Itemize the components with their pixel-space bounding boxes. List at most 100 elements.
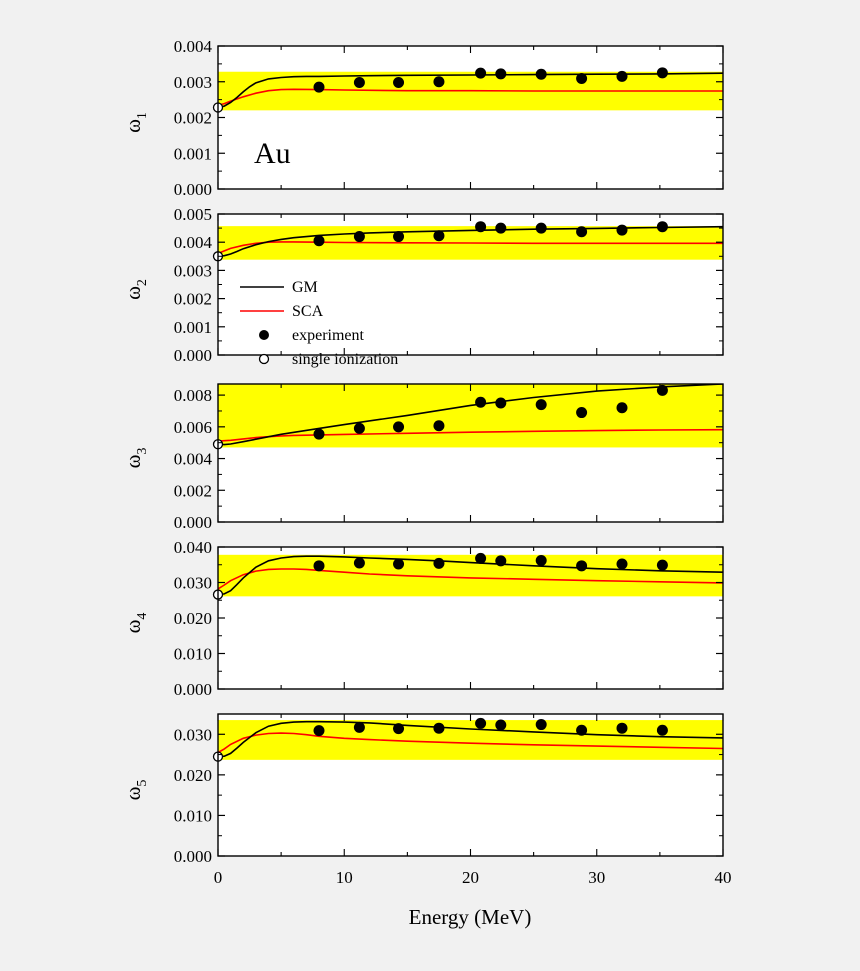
y-tick-label: 0.010	[174, 806, 212, 825]
experiment-point	[616, 402, 628, 414]
y-tick-label: 0.020	[174, 766, 212, 785]
experiment-point	[393, 231, 405, 243]
x-tick-label: 40	[715, 868, 732, 887]
y-tick-label: 0.000	[174, 180, 212, 199]
experiment-point	[495, 719, 507, 731]
experiment-point	[393, 421, 405, 433]
experiment-point	[616, 70, 628, 82]
experiment-point	[433, 722, 445, 734]
y-axis-label-omega: ω	[121, 286, 145, 300]
y-tick-label: 0.003	[174, 261, 212, 280]
y-tick-label: 0.000	[174, 513, 212, 532]
experiment-point	[616, 558, 628, 570]
y-tick-label: 0.003	[174, 73, 212, 92]
experiment-point	[433, 420, 445, 432]
experiment-point	[353, 422, 365, 434]
plot-area	[218, 46, 723, 189]
legend-label-gm: GM	[292, 279, 318, 296]
experiment-point	[313, 560, 325, 572]
y-axis-label: ω2	[121, 279, 150, 300]
experiment-point	[535, 399, 547, 411]
y-axis-label-omega: ω	[121, 119, 145, 133]
experiment-point	[475, 221, 487, 233]
element-label-au: Au	[254, 137, 291, 170]
experiment-point	[495, 68, 507, 80]
panel-omega-3: 0.000 0.002 0.004 0.006 0.008 ω3	[121, 383, 724, 532]
legend-label-single: single ionization	[292, 351, 398, 368]
y-tick-label: 0.001	[174, 144, 212, 163]
y-tick-label: 0.006	[174, 418, 212, 437]
y-tick-label: 0.004	[174, 37, 213, 56]
experiment-point	[313, 725, 325, 737]
experiment-point	[353, 76, 365, 88]
x-tick-label: 30	[588, 868, 605, 887]
experiment-point	[616, 224, 628, 236]
y-tick-label: 0.004	[174, 450, 213, 469]
y-tick-label: 0.002	[174, 290, 212, 309]
gm-curve	[218, 384, 723, 446]
experiment-point	[475, 717, 487, 729]
uncertainty-band	[218, 720, 723, 760]
experiment-point	[495, 555, 507, 567]
experiment-point	[353, 557, 365, 569]
x-axis: 0 10 20 30 40	[214, 868, 732, 887]
legend-swatch-exp	[259, 330, 269, 340]
gm-curve	[218, 555, 723, 596]
sca-curve	[218, 241, 723, 255]
y-axis-label-omega: ω	[121, 620, 145, 634]
y-tick-label: 0.002	[174, 481, 212, 500]
y-axis-label: ω3	[121, 448, 150, 469]
y-axis-label-subscript: 5	[135, 780, 150, 787]
experiment-point	[475, 552, 487, 564]
experiment-point	[313, 235, 325, 247]
experiment-point	[656, 384, 668, 396]
y-tick-label: 0.030	[174, 725, 212, 744]
gm-curve	[218, 72, 723, 109]
legend-swatch-single	[258, 353, 270, 365]
y-tick-label: 0.002	[174, 109, 212, 128]
legend-label-exp: experiment	[292, 327, 365, 344]
experiment-point	[576, 724, 588, 736]
experiment-point	[313, 81, 325, 93]
experiment-point	[433, 230, 445, 242]
experiment-point	[353, 231, 365, 243]
experiment-point	[656, 67, 668, 79]
x-tick-label: 10	[336, 868, 353, 887]
experiment-point	[393, 76, 405, 88]
gm-curve	[218, 720, 723, 758]
experiment-point	[393, 723, 405, 735]
legend: GM SCA experiment single ionization	[240, 279, 398, 368]
y-axis-label-omega: ω	[121, 455, 145, 469]
uncertainty-band	[218, 384, 723, 448]
panel-omega-2: 0.000 0.001 0.002 0.003 0.004 0.005 ω2	[121, 205, 724, 365]
experiment-point	[576, 226, 588, 238]
y-axis-label-omega: ω	[121, 787, 145, 801]
y-axis-label-subscript: 4	[135, 613, 150, 620]
experiment-point	[535, 719, 547, 731]
y-tick-label: 0.005	[174, 205, 212, 224]
experiment-point	[495, 397, 507, 409]
panel-omega-4: 0.000 0.010 0.020 0.030 0.040 ω4	[121, 538, 724, 699]
experiment-point	[313, 428, 325, 440]
y-tick-label: 0.004	[174, 233, 213, 252]
x-axis-title: Energy (MeV)	[409, 905, 532, 929]
x-tick-label: 20	[462, 868, 479, 887]
experiment-point	[433, 76, 445, 88]
y-tick-label: 0.000	[174, 680, 212, 699]
sca-curve	[218, 732, 723, 754]
y-axis-label-subscript: 2	[135, 279, 150, 286]
panel-omega-5: 0.000 0.010 0.020 0.030 ω5	[121, 713, 724, 866]
experiment-point	[576, 560, 588, 572]
y-tick-label: 0.010	[174, 645, 212, 664]
experiment-point	[576, 407, 588, 419]
sca-curve	[218, 88, 723, 107]
y-axis-label-subscript: 3	[135, 448, 150, 455]
experiment-point	[535, 554, 547, 566]
experiment-point	[353, 721, 365, 733]
panel-omega-1: 0.000 0.001 0.002 0.003 0.004 ω1	[121, 37, 724, 199]
y-axis-label-subscript: 1	[135, 112, 150, 119]
x-tick-label: 0	[214, 868, 223, 887]
experiment-point	[656, 559, 668, 571]
uncertainty-band	[218, 554, 723, 597]
